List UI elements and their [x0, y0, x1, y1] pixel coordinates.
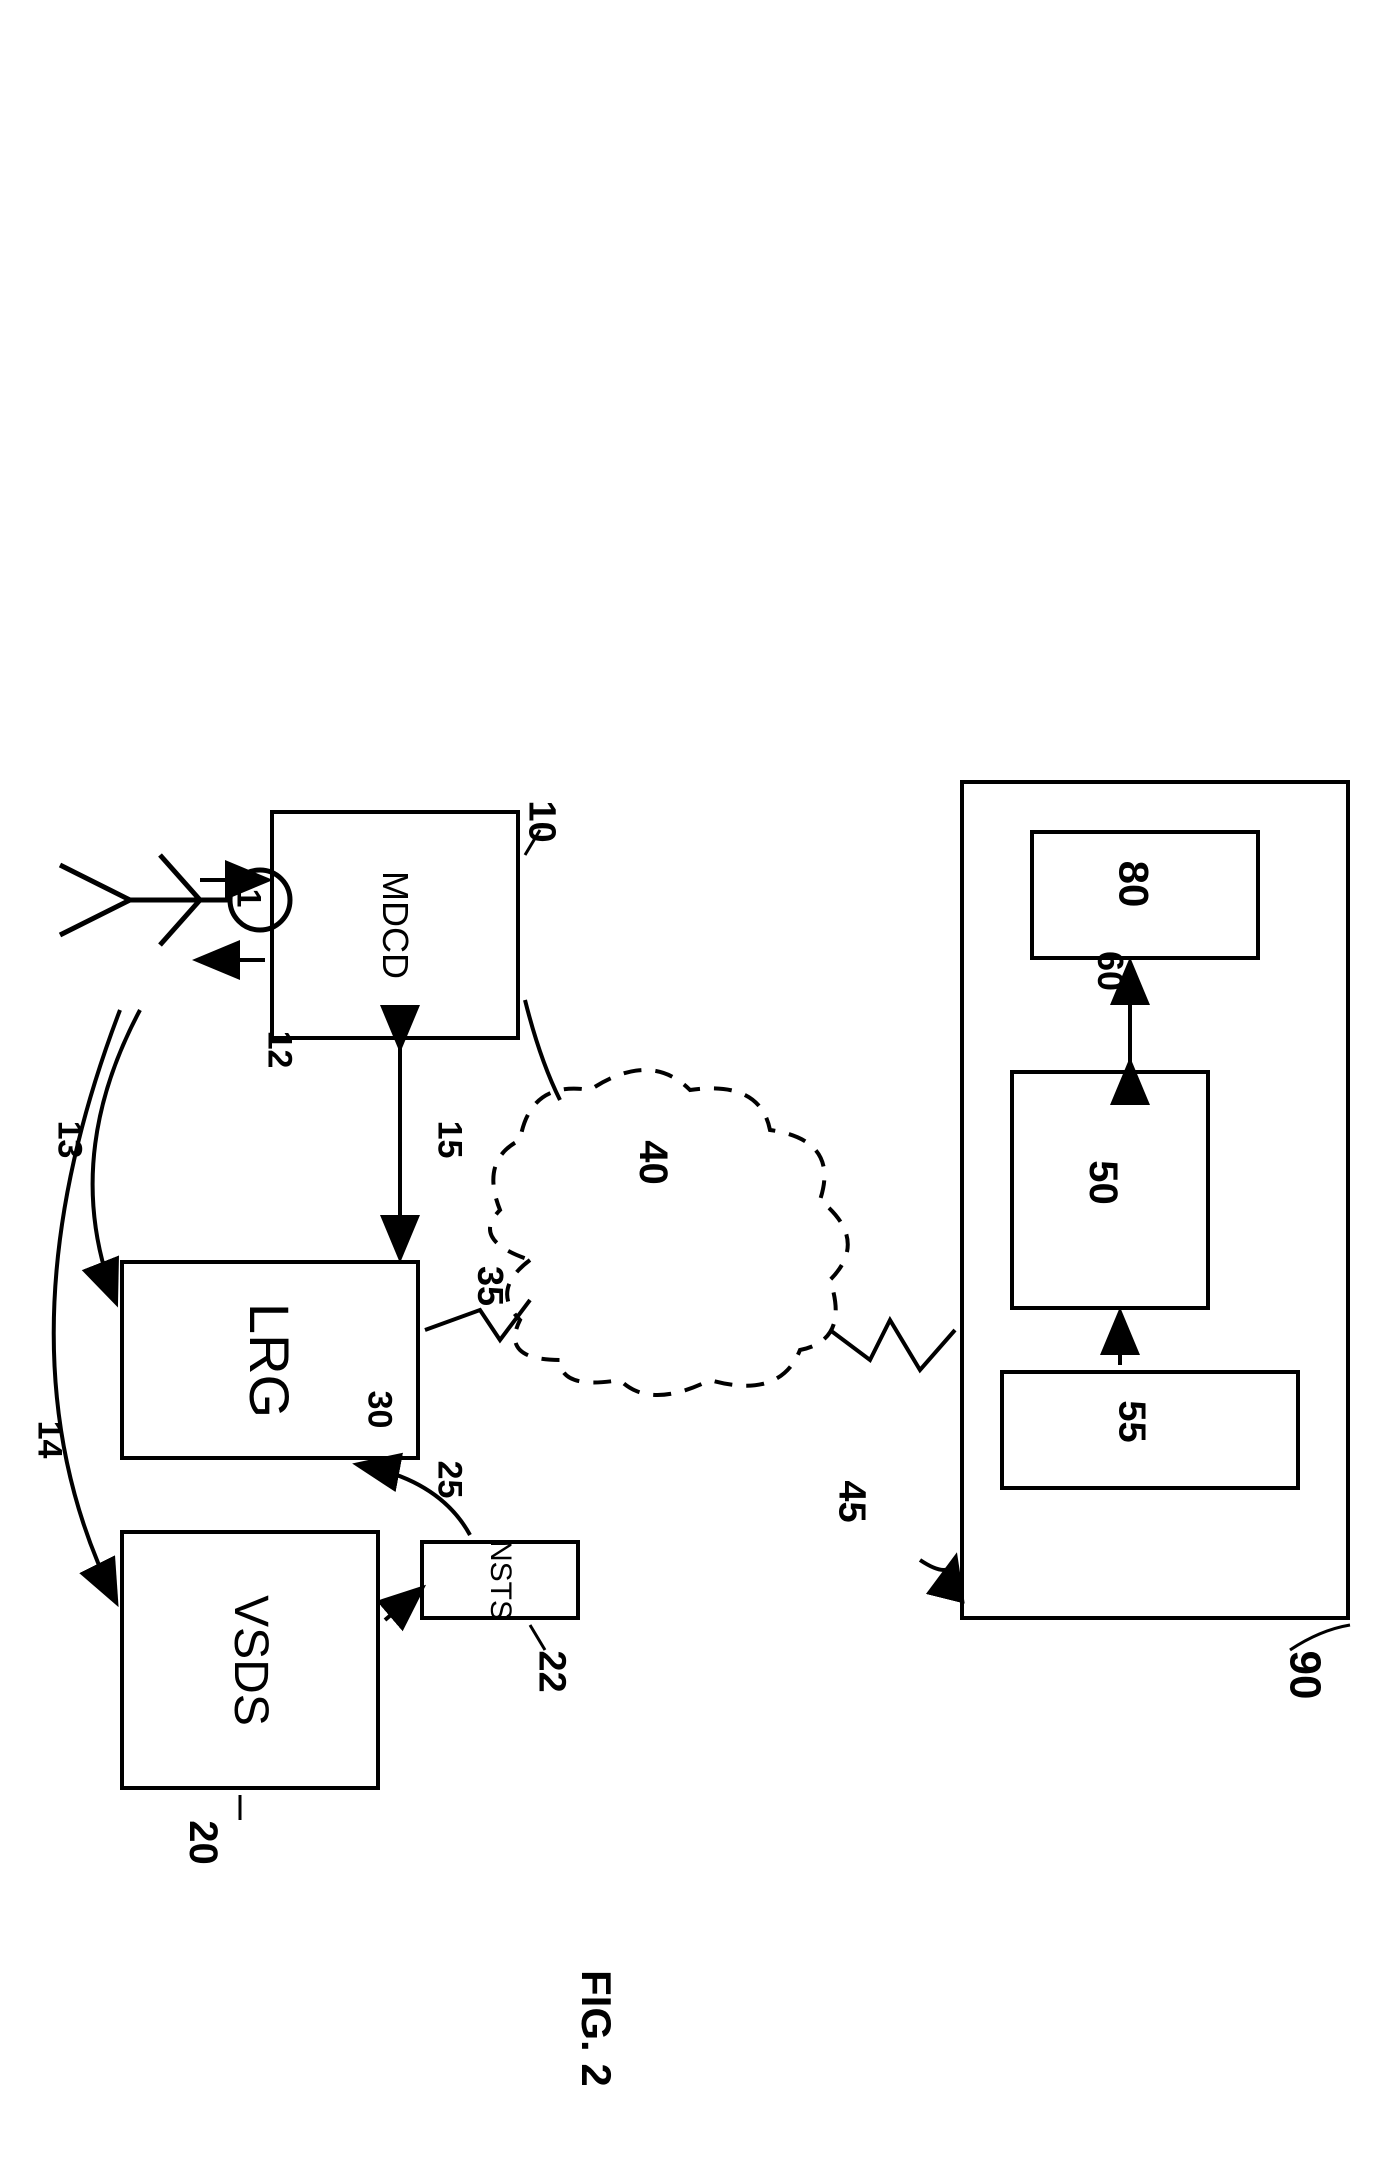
- ref-90: 90: [1279, 1651, 1329, 1700]
- ref-12: 12: [259, 1031, 298, 1069]
- leader-22: [530, 1625, 545, 1650]
- ref-80: 80: [1109, 861, 1157, 908]
- node-nsts: NSTS: [420, 1540, 580, 1620]
- node-mdcd: MDCD: [270, 810, 520, 1040]
- ref-45: 45: [830, 1480, 873, 1522]
- ref-35: 35: [469, 1266, 511, 1306]
- node-vsds-text: VSDS: [223, 1595, 278, 1726]
- ref-20: 20: [180, 1820, 225, 1865]
- ref-40: 40: [630, 1140, 675, 1185]
- ref-10: 10: [520, 800, 563, 842]
- node-lrg-text: LRG: [238, 1302, 303, 1417]
- edge-45: [830, 1320, 955, 1370]
- diagram-stage: FIG. 2 VSDS NSTS LRG MDCD: [0, 0, 1400, 2157]
- edge-13: [93, 1010, 140, 1300]
- edge-14: [54, 1010, 120, 1600]
- edge-cloud-mdcd: [525, 1000, 560, 1100]
- leader-90: [1290, 1625, 1350, 1650]
- figure-title: FIG. 2: [572, 1970, 620, 2087]
- ref-30: 30: [359, 1391, 398, 1429]
- ref-11: 11: [228, 872, 267, 908]
- ref-14: 14: [29, 1421, 68, 1459]
- node-mdcd-text: MDCD: [374, 871, 416, 979]
- ref-25: 25: [429, 1461, 468, 1499]
- ref-60: 60: [1089, 951, 1131, 991]
- node-lrg: LRG: [120, 1260, 420, 1460]
- ref-50: 50: [1080, 1160, 1125, 1205]
- node-nsts-text: NSTS: [483, 1540, 517, 1620]
- edge-22: [385, 1590, 420, 1620]
- edge-45-arrow: [920, 1560, 955, 1570]
- canvas: FIG. 2 VSDS NSTS LRG MDCD: [0, 0, 1400, 2157]
- ref-55: 55: [1110, 1400, 1153, 1442]
- ref-15: 15: [429, 1121, 468, 1159]
- ref-22: 22: [530, 1650, 573, 1692]
- ref-13: 13: [49, 1121, 88, 1159]
- node-vsds: VSDS: [120, 1530, 380, 1790]
